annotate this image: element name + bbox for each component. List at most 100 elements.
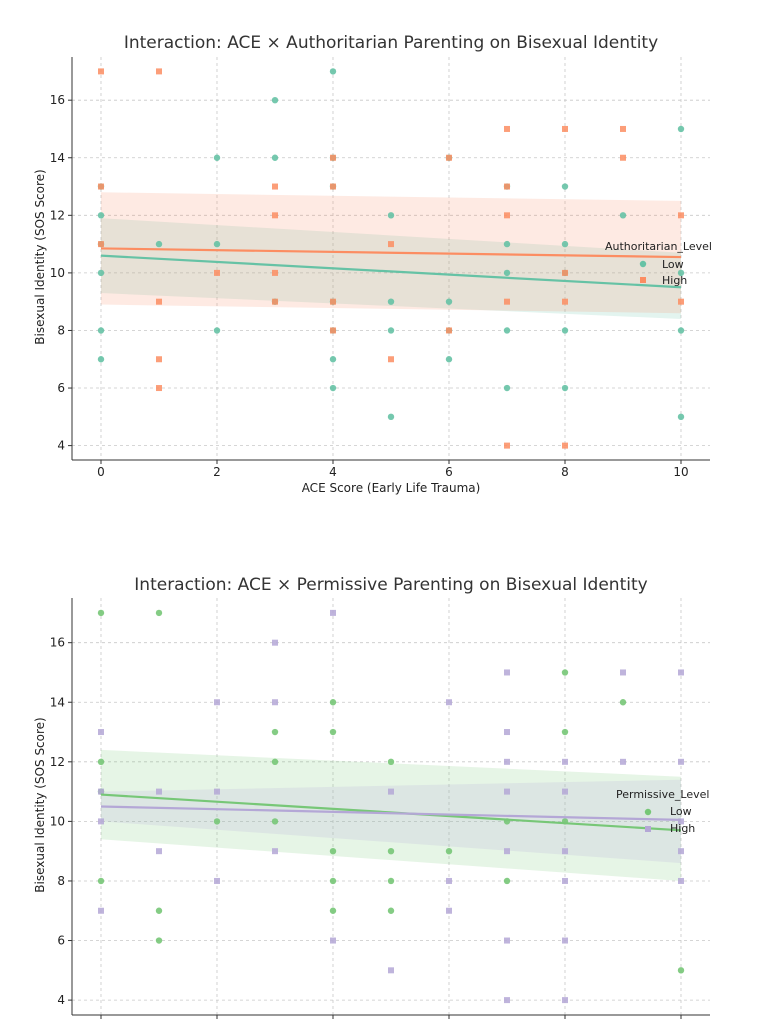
data-point	[446, 699, 452, 706]
data-point	[330, 154, 336, 161]
legend-marker	[644, 808, 652, 816]
scatter-points	[97, 609, 685, 1004]
confidence-band	[101, 749, 681, 881]
data-point	[97, 212, 105, 219]
data-point	[387, 212, 395, 219]
data-point	[97, 877, 105, 885]
data-point	[330, 298, 336, 305]
data-point	[562, 877, 568, 884]
data-point	[213, 154, 221, 161]
data-point	[504, 758, 510, 765]
data-point	[677, 125, 685, 133]
data-point	[156, 356, 162, 363]
data-point	[330, 183, 336, 190]
data-point	[562, 848, 568, 855]
y-tick-label: 6	[57, 381, 65, 395]
data-point	[330, 327, 336, 334]
axes: 0 2 4 6 8 10 4 6 8 10 12 14 16	[50, 57, 710, 479]
x-tick-label: 2	[213, 465, 221, 479]
y-tick-label: 10	[50, 266, 65, 280]
data-point	[561, 728, 569, 736]
data-point	[562, 442, 568, 449]
data-point	[213, 818, 221, 825]
data-point	[272, 269, 278, 276]
data-point	[503, 269, 511, 277]
data-point	[98, 907, 104, 914]
data-point	[272, 848, 278, 855]
data-point	[504, 788, 510, 795]
data-point	[561, 183, 569, 190]
data-point	[504, 212, 510, 219]
legend-label-high: High	[662, 274, 687, 287]
data-point	[387, 907, 395, 914]
data-point	[97, 356, 105, 363]
data-point	[97, 758, 105, 766]
data-point	[503, 384, 511, 392]
data-point	[214, 788, 220, 795]
data-point	[678, 212, 684, 219]
data-point	[678, 298, 684, 305]
data-point	[388, 356, 394, 363]
y-tick-label: 16	[50, 93, 65, 107]
data-point	[562, 298, 568, 305]
data-point	[272, 699, 278, 706]
data-point	[561, 384, 569, 392]
data-point	[562, 758, 568, 765]
axes: 4 6 8 10 12 14 16	[50, 598, 710, 1019]
legend-marker	[645, 826, 651, 832]
y-tick-label: 14	[50, 151, 65, 165]
data-point	[213, 327, 221, 334]
data-point	[504, 848, 510, 855]
x-tick-label: 8	[561, 465, 569, 479]
regression-line	[100, 805, 682, 822]
data-point	[504, 298, 510, 305]
fit-lines	[100, 793, 682, 832]
data-point	[156, 298, 162, 305]
chart-title: Interaction: ACE × Permissive Parenting …	[134, 575, 647, 595]
data-point	[98, 241, 104, 248]
data-point	[214, 269, 220, 276]
data-point	[620, 669, 626, 676]
data-point	[620, 758, 626, 765]
data-point	[156, 68, 162, 75]
y-tick-label: 8	[57, 874, 65, 888]
data-point	[272, 212, 278, 219]
legend: Authoritarian_Level Low High	[605, 240, 712, 287]
data-point	[330, 609, 336, 616]
data-point	[387, 847, 395, 855]
data-point	[388, 967, 394, 974]
data-point	[387, 758, 395, 766]
confidence-band	[101, 779, 681, 864]
y-tick-label: 12	[50, 208, 65, 222]
data-point	[445, 847, 453, 855]
data-point	[156, 788, 162, 795]
data-point	[155, 937, 163, 944]
data-point	[562, 937, 568, 944]
regression-line	[100, 254, 682, 289]
data-point	[562, 788, 568, 795]
legend-label-low: Low	[662, 258, 684, 271]
y-tick-label: 4	[57, 439, 65, 453]
y-tick-label: 12	[50, 755, 65, 769]
y-tick-label: 8	[57, 323, 65, 337]
chart-permissive: Interaction: ACE × Permissive Parenting …	[33, 575, 710, 1019]
data-point	[677, 413, 685, 421]
confidence-bands	[101, 749, 681, 881]
data-point	[678, 758, 684, 765]
data-point	[677, 967, 685, 974]
data-point	[271, 728, 279, 736]
data-point	[271, 758, 279, 766]
data-point	[272, 639, 278, 646]
data-point	[329, 907, 337, 914]
data-point	[98, 818, 104, 825]
data-point	[561, 327, 569, 334]
data-point	[504, 729, 510, 736]
legend-label-high: High	[670, 822, 695, 835]
data-point	[387, 413, 395, 421]
legend-marker	[639, 260, 647, 268]
fit-lines	[100, 247, 682, 289]
data-point	[388, 241, 394, 248]
data-point	[446, 877, 452, 884]
data-point	[98, 788, 104, 795]
